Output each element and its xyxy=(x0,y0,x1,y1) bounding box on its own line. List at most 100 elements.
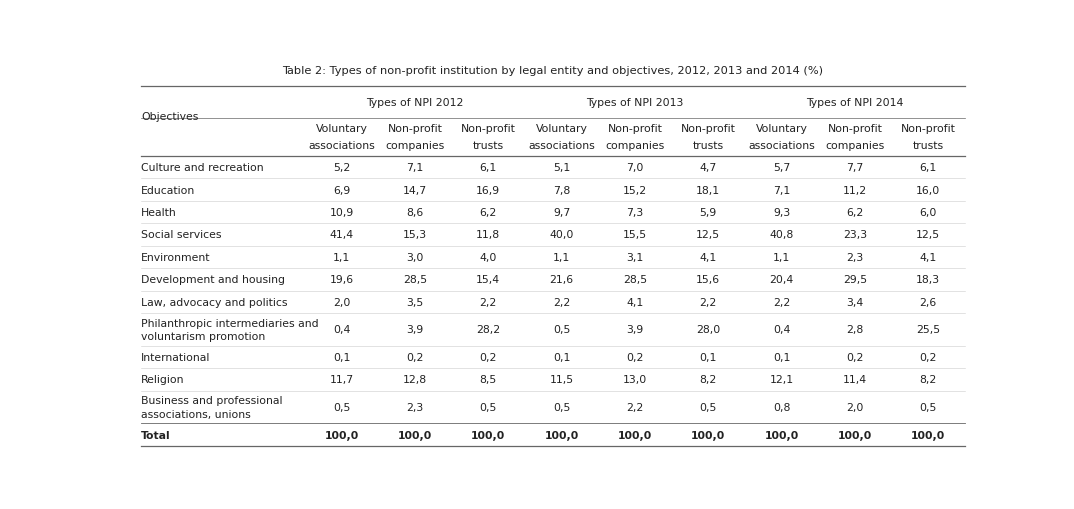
Text: 0,4: 0,4 xyxy=(333,325,350,335)
Text: associations: associations xyxy=(528,141,595,151)
Text: 100,0: 100,0 xyxy=(618,430,652,440)
Text: 0,1: 0,1 xyxy=(699,352,717,362)
Text: 0,5: 0,5 xyxy=(553,402,570,412)
Text: Table 2: Types of non-profit institution by legal entity and objectives, 2012, 2: Table 2: Types of non-profit institution… xyxy=(282,66,824,76)
Text: Voluntary: Voluntary xyxy=(316,124,367,134)
Text: 2,8: 2,8 xyxy=(846,325,863,335)
Text: 100,0: 100,0 xyxy=(324,430,359,440)
Text: companies: companies xyxy=(825,141,885,151)
Text: 11,7: 11,7 xyxy=(330,375,353,385)
Text: 28,0: 28,0 xyxy=(696,325,721,335)
Text: 13,0: 13,0 xyxy=(623,375,647,385)
Text: 3,0: 3,0 xyxy=(406,252,423,263)
Text: 5,2: 5,2 xyxy=(333,163,350,173)
Text: 10,9: 10,9 xyxy=(330,208,353,218)
Text: 18,3: 18,3 xyxy=(916,275,941,285)
Text: Voluntary: Voluntary xyxy=(756,124,808,134)
Text: 0,5: 0,5 xyxy=(553,325,570,335)
Text: 0,5: 0,5 xyxy=(699,402,717,412)
Text: 12,1: 12,1 xyxy=(770,375,794,385)
Text: Non-profit: Non-profit xyxy=(388,124,442,134)
Text: 2,2: 2,2 xyxy=(699,297,716,307)
Text: 0,2: 0,2 xyxy=(846,352,863,362)
Text: 100,0: 100,0 xyxy=(471,430,506,440)
Text: 3,9: 3,9 xyxy=(406,325,423,335)
Text: 16,0: 16,0 xyxy=(916,185,941,195)
Text: companies: companies xyxy=(606,141,665,151)
Text: 6,2: 6,2 xyxy=(480,208,497,218)
Text: 100,0: 100,0 xyxy=(911,430,945,440)
Text: 100,0: 100,0 xyxy=(765,430,799,440)
Text: 29,5: 29,5 xyxy=(843,275,867,285)
Text: 2,0: 2,0 xyxy=(333,297,350,307)
Text: Religion: Religion xyxy=(141,375,185,385)
Text: associations: associations xyxy=(749,141,815,151)
Text: 1,1: 1,1 xyxy=(773,252,790,263)
Text: 8,2: 8,2 xyxy=(699,375,716,385)
Text: 0,2: 0,2 xyxy=(480,352,497,362)
Text: 11,4: 11,4 xyxy=(843,375,867,385)
Text: Social services: Social services xyxy=(141,230,221,240)
Text: 0,5: 0,5 xyxy=(480,402,497,412)
Text: trusts: trusts xyxy=(693,141,724,151)
Text: 15,3: 15,3 xyxy=(403,230,427,240)
Text: 2,2: 2,2 xyxy=(480,297,497,307)
Text: 19,6: 19,6 xyxy=(330,275,353,285)
Text: 18,1: 18,1 xyxy=(696,185,721,195)
Text: 15,4: 15,4 xyxy=(476,275,500,285)
Text: 5,9: 5,9 xyxy=(699,208,716,218)
Text: 15,5: 15,5 xyxy=(623,230,647,240)
Text: 12,5: 12,5 xyxy=(696,230,721,240)
Text: 3,5: 3,5 xyxy=(406,297,423,307)
Text: 0,2: 0,2 xyxy=(406,352,423,362)
Text: 9,7: 9,7 xyxy=(553,208,570,218)
Text: 7,1: 7,1 xyxy=(406,163,423,173)
Text: 3,9: 3,9 xyxy=(626,325,643,335)
Text: 25,5: 25,5 xyxy=(916,325,941,335)
Text: 7,3: 7,3 xyxy=(626,208,643,218)
Text: 4,1: 4,1 xyxy=(699,252,716,263)
Text: companies: companies xyxy=(386,141,445,151)
Text: 6,1: 6,1 xyxy=(480,163,497,173)
Text: 1,1: 1,1 xyxy=(333,252,350,263)
Text: 8,2: 8,2 xyxy=(919,375,937,385)
Text: Business and professional
associations, unions: Business and professional associations, … xyxy=(141,395,282,419)
Text: 14,7: 14,7 xyxy=(403,185,427,195)
Text: 6,0: 6,0 xyxy=(919,208,937,218)
Text: 15,2: 15,2 xyxy=(623,185,647,195)
Text: Total: Total xyxy=(141,430,171,440)
Text: 0,1: 0,1 xyxy=(553,352,570,362)
Text: 3,4: 3,4 xyxy=(846,297,863,307)
Text: Development and housing: Development and housing xyxy=(141,275,285,285)
Text: 28,5: 28,5 xyxy=(403,275,427,285)
Text: International: International xyxy=(141,352,211,362)
Text: trusts: trusts xyxy=(473,141,504,151)
Text: 4,7: 4,7 xyxy=(699,163,716,173)
Text: 0,2: 0,2 xyxy=(919,352,937,362)
Text: Philanthropic intermediaries and
voluntarism promotion: Philanthropic intermediaries and volunta… xyxy=(141,318,319,342)
Text: 2,3: 2,3 xyxy=(846,252,863,263)
Text: 0,5: 0,5 xyxy=(919,402,937,412)
Text: Non-profit: Non-profit xyxy=(681,124,736,134)
Text: 20,4: 20,4 xyxy=(769,275,794,285)
Text: 4,1: 4,1 xyxy=(919,252,937,263)
Text: Types of NPI 2013: Types of NPI 2013 xyxy=(586,97,683,107)
Text: 0,4: 0,4 xyxy=(773,325,790,335)
Text: 100,0: 100,0 xyxy=(545,430,579,440)
Text: 7,8: 7,8 xyxy=(553,185,570,195)
Text: Law, advocacy and politics: Law, advocacy and politics xyxy=(141,297,288,307)
Text: 21,6: 21,6 xyxy=(550,275,574,285)
Text: 4,1: 4,1 xyxy=(626,297,643,307)
Text: 0,5: 0,5 xyxy=(333,402,350,412)
Text: 23,3: 23,3 xyxy=(843,230,867,240)
Text: Health: Health xyxy=(141,208,176,218)
Text: Education: Education xyxy=(141,185,195,195)
Text: 15,6: 15,6 xyxy=(696,275,721,285)
Text: 2,0: 2,0 xyxy=(846,402,863,412)
Text: Types of NPI 2012: Types of NPI 2012 xyxy=(366,97,464,107)
Text: 100,0: 100,0 xyxy=(692,430,725,440)
Text: 11,2: 11,2 xyxy=(843,185,867,195)
Text: 2,2: 2,2 xyxy=(773,297,790,307)
Text: Objectives: Objectives xyxy=(141,111,199,121)
Text: 8,5: 8,5 xyxy=(480,375,497,385)
